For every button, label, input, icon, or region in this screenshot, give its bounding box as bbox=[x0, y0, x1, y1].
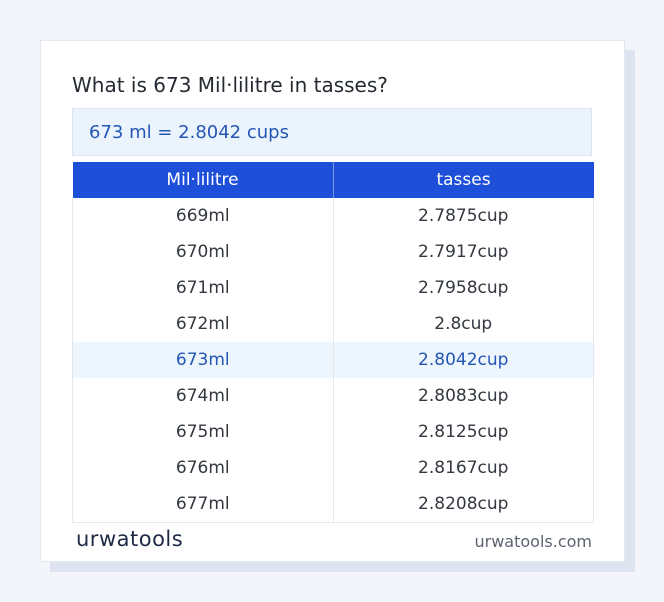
card: What is 673 Mil·lilitre in tasses? 673 m… bbox=[40, 40, 625, 562]
cups-cell: 2.8083cup bbox=[332, 378, 594, 414]
table-row: 672ml 2.8cup bbox=[72, 306, 594, 342]
millilitre-cell: 677ml bbox=[72, 486, 334, 523]
cups-cell: 2.7917cup bbox=[332, 234, 594, 270]
millilitre-cell: 671ml bbox=[72, 270, 334, 306]
table-row: 676ml 2.8167cup bbox=[72, 450, 594, 486]
cups-cell: 2.8208cup bbox=[332, 486, 594, 523]
site-link[interactable]: urwatools.com bbox=[474, 532, 593, 551]
table-row: 677ml 2.8208cup bbox=[72, 486, 594, 523]
table-row: 670ml 2.7917cup bbox=[72, 234, 594, 270]
cups-cell: 2.8125cup bbox=[332, 414, 594, 450]
table-row: 671ml 2.7958cup bbox=[72, 270, 594, 306]
conversion-table: Mil·lilitre tasses 669ml 2.7875cup 670ml 2.… bbox=[72, 162, 594, 523]
cups-cell: 2.8cup bbox=[332, 306, 594, 342]
result: 673 ml = 2.8042 cups bbox=[72, 108, 592, 156]
millilitre-cell: 672ml bbox=[72, 306, 334, 342]
table-row: 674ml 2.8083cup bbox=[72, 378, 594, 414]
millilitre-cell: 676ml bbox=[72, 450, 334, 486]
cups-cell: 2.8042cup bbox=[332, 342, 594, 378]
millilitre-cell: 673ml bbox=[72, 342, 334, 378]
millilitre-cell: 669ml bbox=[72, 198, 334, 234]
table-body: 669ml 2.7875cup 670ml 2.7917cup 671ml 2.7958c… bbox=[72, 198, 594, 523]
table-row: 675ml 2.8125cup bbox=[72, 414, 594, 450]
cups-cell: 2.8167cup bbox=[332, 450, 594, 486]
cups-cell: 2.7958cup bbox=[332, 270, 594, 306]
title: What is 673 Mil·lilitre in tasses? bbox=[72, 73, 388, 97]
table-row: 669ml 2.7875cup bbox=[72, 198, 594, 234]
column-header: Mil·lilitre bbox=[72, 162, 333, 198]
logo[interactable]: urwatools bbox=[76, 527, 184, 551]
header-row: Mil·lilitre tasses bbox=[72, 162, 594, 198]
millilitre-cell: 674ml bbox=[72, 378, 334, 414]
millilitre-cell: 675ml bbox=[72, 414, 334, 450]
table-row: 673ml 2.8042cup bbox=[72, 342, 594, 378]
column-header: tasses bbox=[332, 162, 594, 198]
cups-cell: 2.7875cup bbox=[332, 198, 594, 234]
millilitre-cell: 670ml bbox=[72, 234, 334, 270]
